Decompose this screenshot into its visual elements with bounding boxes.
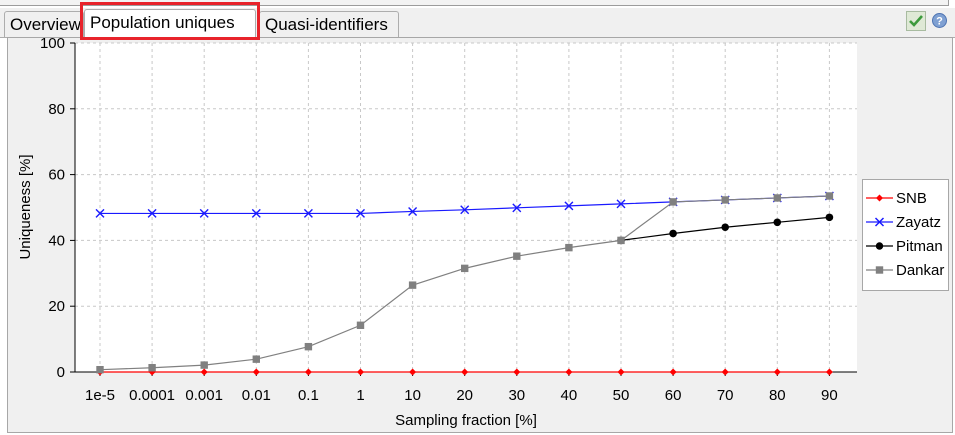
data-point-zayatz bbox=[95, 208, 105, 218]
check-icon bbox=[909, 15, 923, 27]
legend-item-pitman: Pitman bbox=[863, 234, 948, 258]
plot-area bbox=[75, 43, 857, 372]
data-point-dankar bbox=[721, 196, 729, 204]
y-ticks: 0 20 40 60 80 100 bbox=[40, 35, 75, 381]
x-tick-label: 0.1 bbox=[298, 387, 319, 404]
data-point-dankar bbox=[565, 243, 573, 252]
data-point-zayatz bbox=[147, 208, 157, 218]
data-point-dankar bbox=[513, 252, 521, 260]
dankar-marker-icon bbox=[866, 266, 893, 274]
svg-text:?: ? bbox=[936, 16, 943, 28]
x-tick-label: 70 bbox=[717, 387, 734, 404]
x-ticks: 1e-5 0.0001 0.001 0.01 0.1 1 10 20 30 40 50 60 70 80 9… bbox=[85, 372, 838, 404]
data-point-dankar bbox=[408, 281, 417, 289]
data-point-dankar bbox=[669, 198, 677, 206]
legend-item-dankar: Dankar bbox=[863, 258, 948, 282]
x-tick-label: 50 bbox=[613, 387, 630, 404]
y-tick-label: 60 bbox=[48, 167, 65, 184]
data-point-dankar bbox=[356, 321, 365, 329]
tab-overview[interactable]: Overview bbox=[4, 11, 84, 37]
x-tick-label: 30 bbox=[508, 387, 525, 404]
data-point-snb bbox=[773, 368, 781, 376]
legend: SNB Zayatz Pitman Dankar bbox=[862, 179, 949, 291]
tab-quasi-identifiers[interactable]: Quasi-identifiers bbox=[259, 11, 399, 37]
y-tick-label: 40 bbox=[48, 232, 65, 249]
data-point-snb bbox=[409, 368, 417, 376]
x-tick-label: 60 bbox=[665, 387, 682, 404]
data-point-zayatz bbox=[408, 206, 418, 216]
data-point-dankar bbox=[96, 365, 104, 374]
x-tick-label: 20 bbox=[456, 387, 473, 404]
data-point-snb bbox=[617, 368, 625, 376]
legend-item-snb: SNB bbox=[863, 186, 948, 210]
data-point-dankar bbox=[461, 264, 469, 273]
data-point-snb bbox=[721, 368, 729, 376]
data-point-snb bbox=[513, 368, 521, 376]
legend-label-zayatz: Zayatz bbox=[896, 213, 942, 231]
data-point-snb bbox=[565, 368, 573, 376]
help-button[interactable]: ? bbox=[932, 13, 947, 28]
snb-marker-icon bbox=[866, 194, 893, 202]
data-point-zayatz bbox=[303, 208, 313, 218]
series-snb bbox=[96, 368, 833, 376]
tab-strip: Overview Population uniques Quasi-identi… bbox=[0, 8, 955, 38]
x-axis-label: Sampling fraction [%] bbox=[395, 412, 537, 429]
data-point-snb bbox=[357, 368, 364, 376]
data-point-zayatz bbox=[356, 208, 365, 218]
data-point-snb bbox=[825, 368, 833, 376]
zayatz-marker-icon bbox=[866, 217, 893, 227]
x-tick-label: 90 bbox=[821, 387, 838, 404]
data-point-pitman bbox=[825, 213, 834, 222]
data-point-dankar bbox=[148, 364, 156, 372]
legend-label-snb: SNB bbox=[896, 189, 927, 207]
data-point-dankar bbox=[304, 342, 313, 351]
x-tick-label: 0.0001 bbox=[129, 387, 175, 404]
y-tick-label: 100 bbox=[40, 35, 65, 52]
x-tick-label: 1 bbox=[356, 387, 364, 404]
data-point-zayatz bbox=[616, 199, 626, 209]
x-tick-label: 80 bbox=[769, 387, 786, 404]
y-axis-label: Uniqueness [%] bbox=[17, 154, 34, 259]
data-point-zayatz bbox=[251, 208, 261, 218]
data-point-dankar bbox=[825, 192, 834, 200]
x-tick-label: 40 bbox=[561, 387, 578, 404]
data-point-zayatz bbox=[512, 203, 522, 213]
data-point-snb bbox=[200, 368, 208, 376]
x-tick-label: 1e-5 bbox=[85, 387, 115, 404]
legend-label-pitman: Pitman bbox=[896, 237, 943, 255]
x-tick-label: 0.01 bbox=[242, 387, 271, 404]
data-point-snb bbox=[252, 368, 260, 376]
help-icon: ? bbox=[936, 16, 943, 28]
y-tick-label: 0 bbox=[57, 364, 65, 381]
grid bbox=[75, 42, 857, 372]
top-scroll-frame bbox=[0, 0, 949, 6]
x-tick-label: 10 bbox=[404, 387, 421, 404]
apply-button[interactable] bbox=[906, 11, 926, 31]
y-tick-label: 20 bbox=[48, 298, 65, 315]
data-point-snb bbox=[304, 368, 312, 376]
data-point-dankar bbox=[617, 236, 625, 245]
pitman-marker-icon bbox=[866, 242, 893, 250]
legend-item-zayatz: Zayatz bbox=[863, 210, 948, 234]
window-top-edge bbox=[0, 0, 955, 7]
legend-label-dankar: Dankar bbox=[896, 261, 945, 279]
data-point-pitman bbox=[773, 218, 782, 227]
data-point-snb bbox=[461, 368, 469, 376]
data-point-pitman bbox=[669, 229, 677, 238]
data-point-zayatz bbox=[460, 205, 470, 215]
x-tick-label: 0.001 bbox=[185, 387, 223, 404]
data-point-snb bbox=[669, 368, 677, 376]
series-dankar bbox=[96, 192, 834, 374]
series-layer bbox=[95, 191, 834, 376]
data-point-zayatz bbox=[564, 201, 574, 211]
data-point-dankar bbox=[252, 355, 260, 363]
data-point-pitman bbox=[721, 223, 729, 232]
data-point-dankar bbox=[200, 361, 208, 369]
tab-population-uniques[interactable]: Population uniques bbox=[84, 9, 256, 38]
data-point-dankar bbox=[773, 194, 781, 202]
data-point-zayatz bbox=[199, 208, 209, 218]
y-tick-label: 80 bbox=[48, 101, 65, 118]
